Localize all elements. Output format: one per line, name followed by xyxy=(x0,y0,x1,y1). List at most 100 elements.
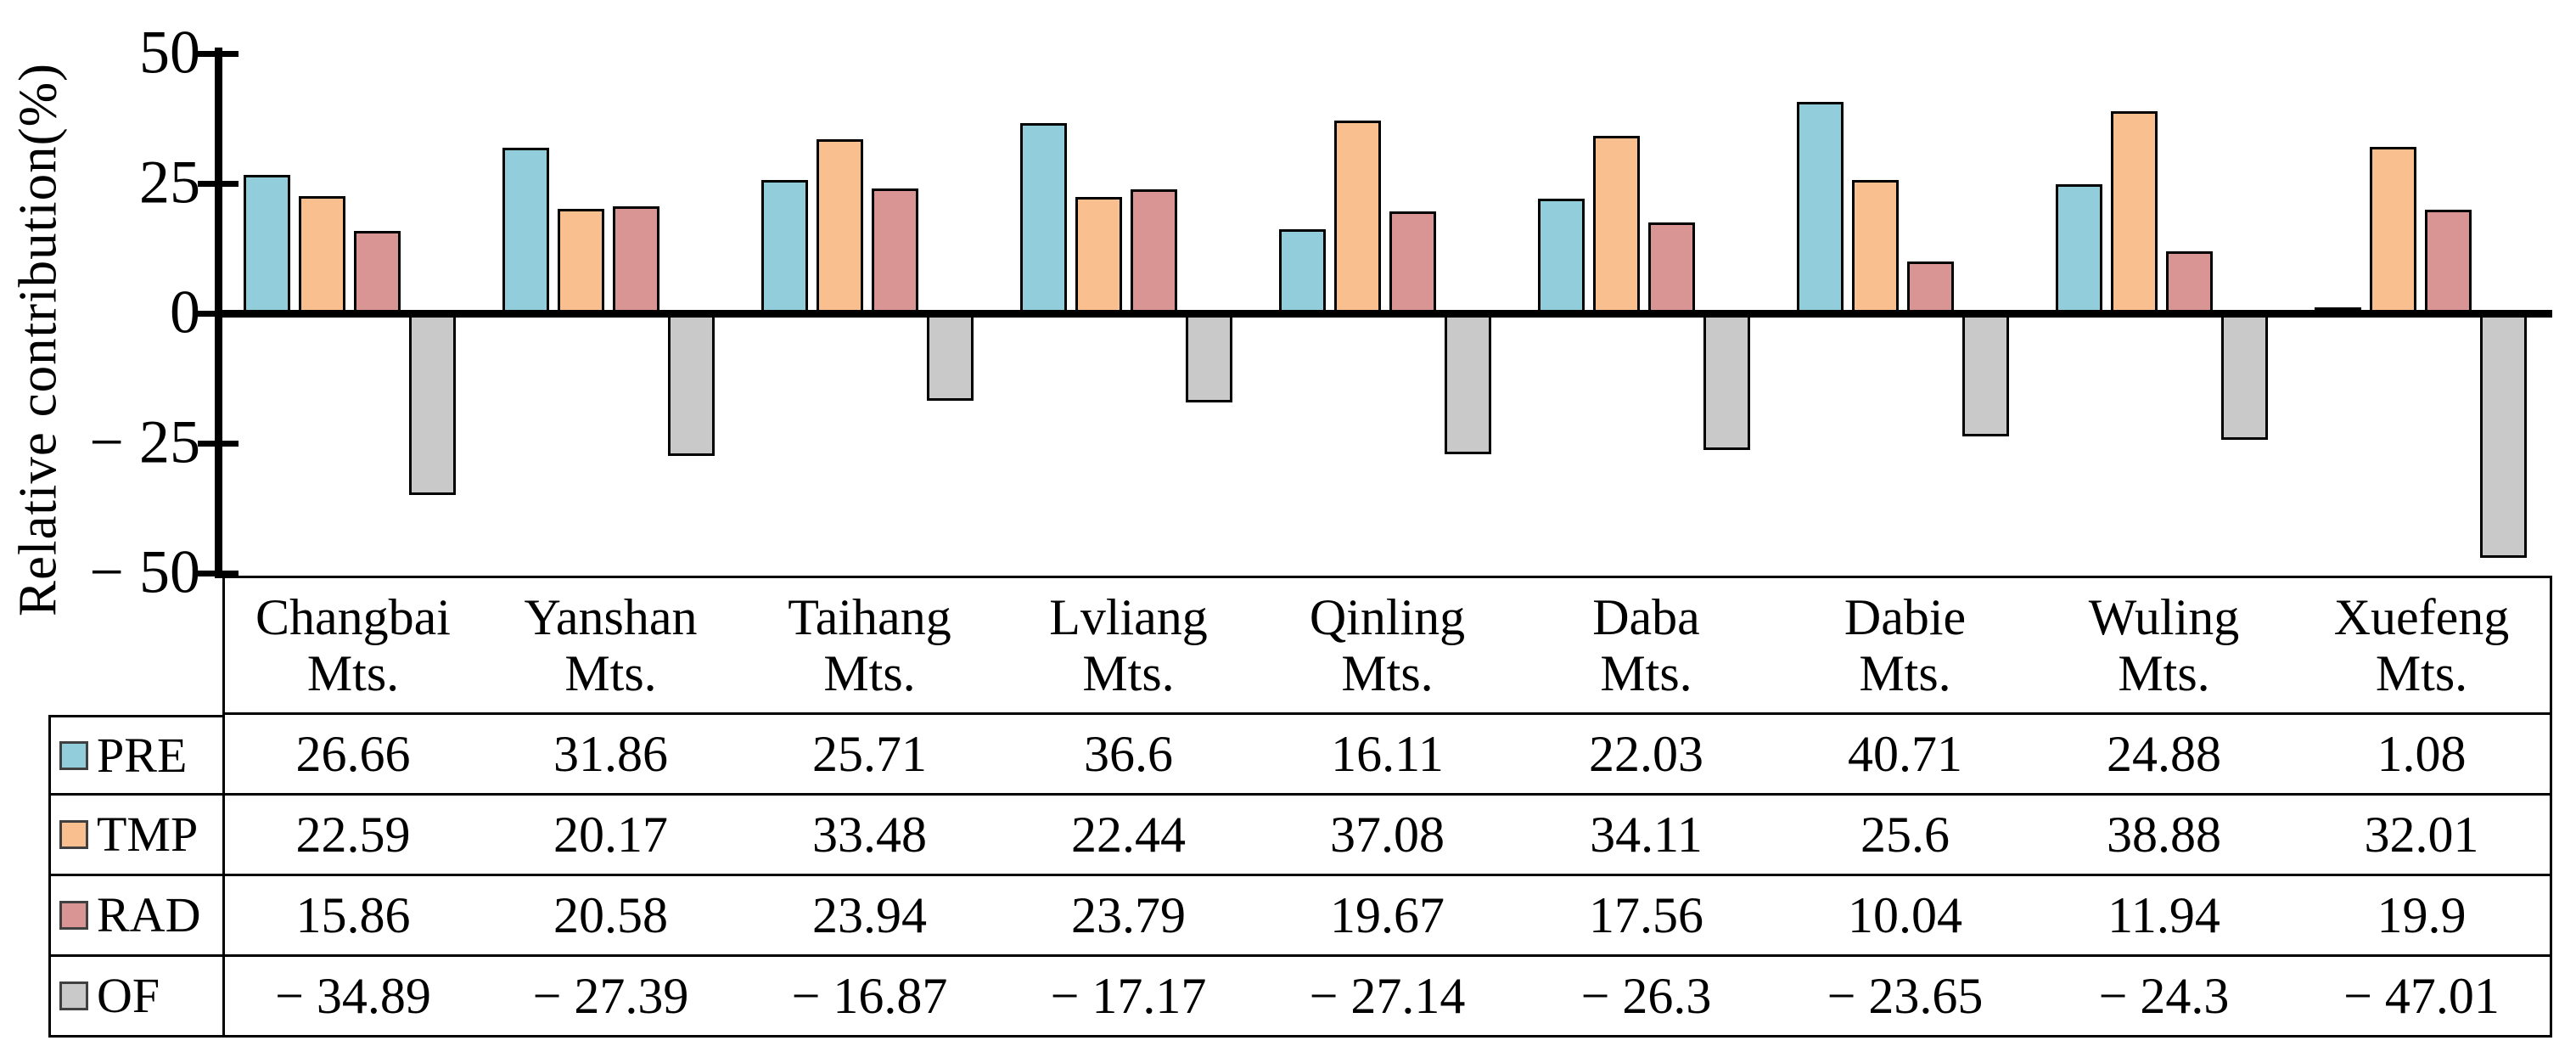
cell-tmp-lvliang-mts: 22.44 xyxy=(999,796,1258,876)
cell-tmp-xuefeng-mts: 32.01 xyxy=(2293,796,2552,876)
cell-of-wuling-mts: − 24.3 xyxy=(2034,957,2293,1038)
category-suffix: Mts. xyxy=(2375,645,2468,701)
cell-tmp-wuling-mts: 38.88 xyxy=(2034,796,2293,876)
cell-of-qinling-mts: − 27.14 xyxy=(1258,957,1517,1038)
cell-pre-taihang-mts: 25.71 xyxy=(740,715,999,796)
cell-rad-wuling-mts: 11.94 xyxy=(2034,876,2293,957)
y-tick-mark-25 xyxy=(198,181,239,187)
category-name: Changbai xyxy=(255,589,451,645)
legend-label-tmp: TMP xyxy=(97,807,199,863)
bar-rad-xuefeng-mts xyxy=(2425,210,2472,313)
table-header-xuefeng-mts: Xuefeng Mts. xyxy=(2293,576,2552,715)
cell-of-daba-mts: − 26.3 xyxy=(1517,957,1776,1038)
y-tick-mark-50 xyxy=(198,51,239,57)
legend-label-pre: PRE xyxy=(97,727,188,783)
bar-tmp-yanshan-mts xyxy=(558,208,604,313)
table-header-wuling-mts: Wuling Mts. xyxy=(2034,576,2293,715)
bar-rad-dabie-mts xyxy=(1907,261,1954,313)
cell-pre-qinling-mts: 16.11 xyxy=(1258,715,1517,796)
cell-rad-changbai-mts: 15.86 xyxy=(222,876,481,957)
legend-tmp: TMP xyxy=(48,796,222,876)
cell-tmp-changbai-mts: 22.59 xyxy=(222,796,481,876)
cell-rad-xuefeng-mts: 19.9 xyxy=(2293,876,2552,957)
cell-pre-changbai-mts: 26.66 xyxy=(222,715,481,796)
bar-rad-lvliang-mts xyxy=(1131,189,1177,313)
category-name: Yanshan xyxy=(524,589,698,645)
bar-pre-changbai-mts xyxy=(244,174,290,313)
legend-pre: PRE xyxy=(48,715,222,796)
category-name: Daba xyxy=(1592,589,1700,645)
category-name: Qinling xyxy=(1309,589,1466,645)
bar-rad-yanshan-mts xyxy=(613,206,659,313)
cell-rad-taihang-mts: 23.94 xyxy=(740,876,999,957)
bar-pre-taihang-mts xyxy=(761,179,808,313)
cell-pre-lvliang-mts: 36.6 xyxy=(999,715,1258,796)
bar-rad-wuling-mts xyxy=(2166,250,2213,313)
bar-tmp-changbai-mts xyxy=(299,195,345,313)
bar-of-taihang-mts xyxy=(927,313,974,402)
legend-rad: RAD xyxy=(48,876,222,957)
category-name: Dabie xyxy=(1844,589,1967,645)
table-header-taihang-mts: Taihang Mts. xyxy=(740,576,999,715)
bar-tmp-xuefeng-mts xyxy=(2370,147,2416,313)
category-suffix: Mts. xyxy=(2118,645,2210,701)
bar-rad-qinling-mts xyxy=(1389,211,1436,313)
category-suffix: Mts. xyxy=(306,645,400,701)
table-header-daba-mts: Daba Mts. xyxy=(1517,576,1776,715)
cell-pre-xuefeng-mts: 1.08 xyxy=(2293,715,2552,796)
bar-pre-qinling-mts xyxy=(1279,229,1326,313)
cell-rad-dabie-mts: 10.04 xyxy=(1776,876,2034,957)
bar-rad-taihang-mts xyxy=(872,188,918,313)
bar-of-qinling-mts xyxy=(1445,313,1491,455)
category-suffix: Mts. xyxy=(1600,645,1692,701)
cell-tmp-taihang-mts: 33.48 xyxy=(740,796,999,876)
table-header-dabie-mts: Dabie Mts. xyxy=(1776,576,2034,715)
legend-label-of: OF xyxy=(97,968,160,1024)
legend-swatch-rad-icon xyxy=(59,901,88,930)
cell-pre-yanshan-mts: 31.86 xyxy=(481,715,740,796)
cell-tmp-qinling-mts: 37.08 xyxy=(1258,796,1517,876)
table-header-yanshan-mts: Yanshan Mts. xyxy=(481,576,740,715)
bar-tmp-dabie-mts xyxy=(1852,180,1899,313)
table-corner-cell xyxy=(48,576,222,715)
cell-tmp-dabie-mts: 25.6 xyxy=(1776,796,2034,876)
legend-of: OF xyxy=(48,957,222,1038)
legend-swatch-pre-icon xyxy=(59,740,88,770)
bar-tmp-wuling-mts xyxy=(2111,111,2158,313)
bar-tmp-qinling-mts xyxy=(1334,121,1381,313)
cell-of-xuefeng-mts: − 47.01 xyxy=(2293,957,2552,1038)
legend-swatch-of-icon xyxy=(59,981,88,1010)
y-tick-label--50: − 50 xyxy=(89,537,200,606)
y-tick-mark--50 xyxy=(198,571,239,576)
cell-rad-lvliang-mts: 23.79 xyxy=(999,876,1258,957)
cell-rad-daba-mts: 17.56 xyxy=(1517,876,1776,957)
y-tick-label-50: 50 xyxy=(139,18,200,87)
bar-of-xuefeng-mts xyxy=(2480,313,2527,558)
y-tick-label-25: 25 xyxy=(139,148,200,217)
cell-pre-dabie-mts: 40.71 xyxy=(1776,715,2034,796)
bar-of-lvliang-mts xyxy=(1186,313,1232,403)
cell-pre-wuling-mts: 24.88 xyxy=(2034,715,2293,796)
cell-tmp-daba-mts: 34.11 xyxy=(1517,796,1776,876)
category-name: Xuefeng xyxy=(2333,589,2510,645)
bar-pre-lvliang-mts xyxy=(1020,123,1067,313)
bar-of-changbai-mts xyxy=(409,313,456,495)
bar-rad-daba-mts xyxy=(1648,222,1695,313)
zero-baseline xyxy=(215,310,2552,318)
bar-of-daba-mts xyxy=(1703,313,1750,450)
y-tick-label--25: − 25 xyxy=(89,408,200,476)
category-name: Taihang xyxy=(788,589,951,645)
cell-rad-yanshan-mts: 20.58 xyxy=(481,876,740,957)
bar-pre-wuling-mts xyxy=(2056,183,2102,313)
bar-rad-changbai-mts xyxy=(354,230,401,313)
cell-rad-qinling-mts: 19.67 xyxy=(1258,876,1517,957)
y-tick-label-0: 0 xyxy=(170,278,200,346)
category-name: Wuling xyxy=(2088,589,2240,645)
legend-label-rad: RAD xyxy=(97,887,201,943)
cell-of-yanshan-mts: − 27.39 xyxy=(481,957,740,1038)
cell-of-lvliang-mts: − 17.17 xyxy=(999,957,1258,1038)
table-header-qinling-mts: Qinling Mts. xyxy=(1258,576,1517,715)
bar-pre-yanshan-mts xyxy=(502,148,549,313)
category-name: Lvliang xyxy=(1049,589,1208,645)
